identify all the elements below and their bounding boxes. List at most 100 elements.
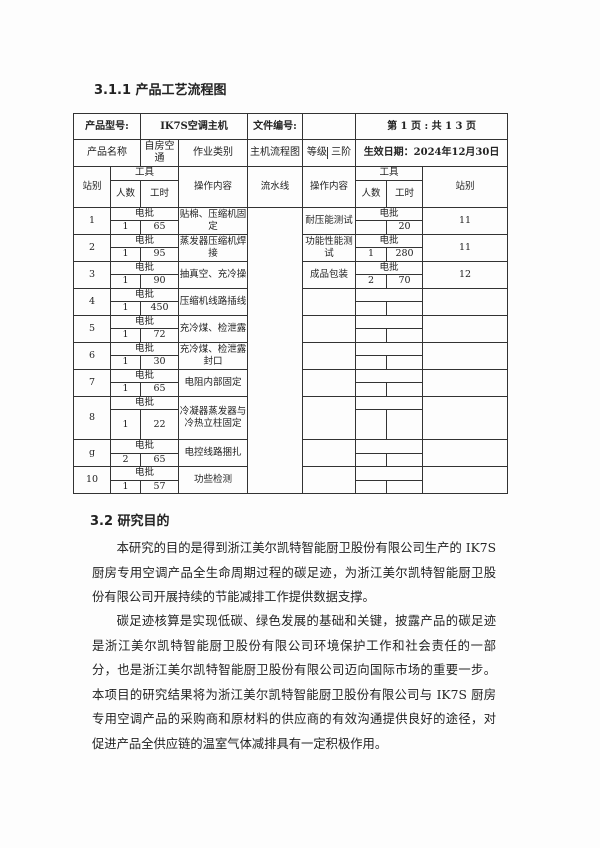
- tool-name: 电批: [109, 260, 180, 275]
- work-hours: 95: [140, 247, 180, 262]
- station-number: 1: [73, 206, 111, 235]
- flowline-cell: [247, 206, 304, 494]
- paragraph: 碳足迹核算是实现低碳、绿色发展的基础和关键，披露产品的碳足迹是浙江美尔凯特智能厨…: [92, 614, 496, 751]
- people-count-right: 2: [355, 274, 388, 289]
- people-count-right: [355, 452, 388, 467]
- table-row: 7 电批 电阻内部固定: [73, 368, 509, 397]
- table-row: 3 电批 抽真空、充冷操 成品包装 电批 12: [73, 260, 509, 289]
- operation-content-right: [302, 287, 357, 316]
- station-number-right: [422, 368, 509, 397]
- work-hours-right: [386, 301, 424, 316]
- col-station: 站别: [73, 166, 111, 208]
- table-row: 2 65: [74, 452, 508, 467]
- station-number-right: [422, 439, 509, 467]
- work-hours-right: 280: [386, 247, 424, 262]
- operation-content-right: 耐压能测试: [302, 206, 357, 235]
- work-type-label: 作业类别: [178, 139, 249, 167]
- table-row: 1 电批 贴棉、压缩机固定 耐压能测试 电批 11: [73, 206, 509, 494]
- tool-name: 电批: [109, 368, 180, 383]
- effective-date: 生效日期：2024年12月30日: [355, 139, 509, 167]
- col-hours-right: 工时: [386, 179, 424, 208]
- tool-name: 电批: [109, 287, 180, 302]
- section-title-3-1-1: 3.1.1 产品工艺流程图: [94, 83, 227, 98]
- station-number-right: [422, 466, 509, 494]
- tool-name-right: [355, 466, 424, 481]
- operation-content-right: [302, 395, 357, 440]
- tool-name: 电批: [109, 341, 180, 356]
- work-hours-right: 70: [386, 274, 424, 289]
- table-row: g 电批 电控线路捆扎: [73, 439, 509, 467]
- col-flowline: 流水线: [247, 166, 304, 208]
- people-count: 1: [109, 247, 142, 262]
- operation-content: 蒸发器压缩机焊接: [178, 233, 249, 262]
- operation-content: 充冷煤、检泄露封口: [178, 341, 249, 370]
- col-station-right: 站别: [422, 166, 509, 208]
- operation-content-right: [302, 341, 357, 370]
- product-name-value: 自房空通: [140, 139, 179, 167]
- station-number-right: [422, 314, 509, 343]
- paragraph: 本研究的目的是得到浙江美尔凯特智能厨卫股份有限公司生产的 IK7S 厨房专用空调…: [92, 541, 496, 604]
- station-number: 7: [73, 368, 111, 397]
- people-count: 1: [109, 301, 142, 316]
- station-number-right: [422, 341, 509, 370]
- tool-name-right: [355, 287, 424, 302]
- work-hours-right: [386, 409, 424, 440]
- tool-name-right: 电批: [355, 206, 424, 221]
- people-count: 1: [109, 355, 142, 370]
- people-count: 1: [109, 328, 142, 343]
- product-name-label: 产品名称: [72, 139, 142, 167]
- work-hours-right: [386, 452, 424, 467]
- station-number: 4: [73, 287, 111, 316]
- operation-content: 功些检测: [178, 466, 249, 494]
- people-count-right: [355, 479, 388, 494]
- page-info: 第 1 页 : 共 1 3 页: [355, 113, 509, 140]
- table-row: 6 电批 充冷煤、检泄露封口: [73, 341, 509, 370]
- operation-content: 电控线路捆扎: [178, 439, 249, 467]
- col-tool: 工具: [109, 166, 180, 181]
- tool-name: 电批: [109, 395, 180, 410]
- station-number: 8: [73, 395, 111, 440]
- people-count-right: [355, 220, 388, 235]
- people-count-right: [355, 328, 388, 343]
- tool-name: 电批: [109, 206, 180, 221]
- model-label: 产品型号:: [72, 113, 142, 140]
- col-people: 人数: [109, 179, 142, 208]
- grade-value: 三阶: [331, 147, 352, 158]
- work-hours-right: [386, 328, 424, 343]
- station-number-right: 11: [422, 233, 509, 262]
- operation-content: 抽真空、充冷操: [178, 260, 249, 289]
- table-row: 1 22: [74, 409, 508, 440]
- tool-name: 电批: [109, 233, 180, 248]
- work-hours-right: 20: [386, 220, 424, 235]
- tool-name-right: [355, 395, 424, 410]
- tool-name: 电批: [109, 439, 180, 454]
- tool-name-right: [355, 314, 424, 329]
- people-count: 2: [109, 452, 142, 467]
- section-title-3-2: 3.2 研究目的: [90, 514, 170, 529]
- work-hours-right: [386, 479, 424, 494]
- table-row: 1 450: [74, 301, 508, 316]
- operation-content-right: [302, 466, 357, 494]
- table-row: 10 电批 功些检测: [73, 466, 509, 494]
- people-count: 1: [109, 479, 142, 494]
- work-hours: 65: [140, 452, 180, 467]
- tool-name-right: [355, 368, 424, 383]
- people-count-right: [355, 409, 388, 440]
- work-hours: 65: [140, 220, 180, 235]
- operation-content: 冷凝器蒸发器与冷热立柱固定: [178, 395, 249, 440]
- people-count: 1: [109, 382, 142, 397]
- station-number: 3: [73, 260, 111, 289]
- operation-content-right: [302, 314, 357, 343]
- table-row: 1 72: [74, 328, 508, 343]
- operation-content-right: 成品包装: [302, 260, 357, 289]
- operation-content: 电阻内部固定: [178, 368, 249, 397]
- tool-name-right: [355, 439, 424, 454]
- table-row: 1 30: [74, 355, 508, 370]
- work-type-value: 主机流程图: [247, 139, 304, 167]
- tool-name: 电批: [109, 314, 180, 329]
- people-count: 1: [109, 409, 142, 440]
- people-count-right: [355, 382, 388, 397]
- operation-content-right: [302, 368, 357, 397]
- table-row: 1 65 20: [74, 220, 508, 235]
- table-row: 4 电批 压缩机线路插线: [73, 287, 509, 316]
